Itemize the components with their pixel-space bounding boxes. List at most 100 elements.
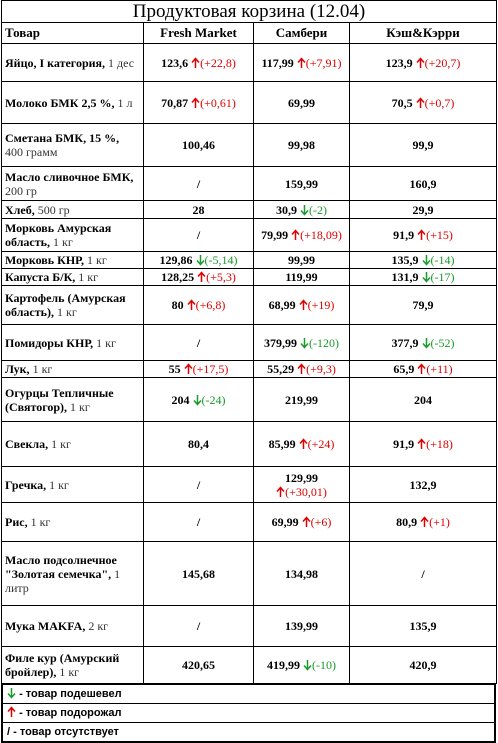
arrow-down [303, 660, 312, 671]
price: 139,99 [285, 619, 318, 633]
price: 69,99 [271, 515, 299, 529]
price: 100,46 [182, 138, 215, 152]
price-cell: 420,65 [143, 646, 254, 684]
product: Мука MAKFA, 2 кг [1, 605, 144, 647]
price: 204 [171, 392, 190, 407]
price-change: (+20,7) [416, 56, 460, 70]
price-cell: 160,9 [348, 166, 498, 201]
price: 80 [171, 298, 184, 312]
column-header: Кэш&Кэрри [348, 22, 498, 44]
product-unit: 1 л [117, 95, 133, 110]
row: Морковь КНР, 1 кг 129,86 (-5,14) 99,99 135,… [1, 251, 498, 269]
change-value: (+15) [426, 228, 453, 242]
price-cell: 139,99 [253, 605, 350, 647]
price: 68,99 [268, 298, 296, 312]
price-cell: 68,99 (+19) [253, 285, 350, 325]
price-cell: 129,86 (-5,14) [143, 251, 254, 269]
price: 80,9 [396, 515, 418, 529]
price-cell: 131,9 (-17) [348, 268, 498, 286]
arrow-up [417, 363, 426, 374]
product-name: Капуста Б/К, [5, 270, 76, 284]
price: 123,6 [161, 55, 189, 70]
price-change: (-5,14) [195, 253, 238, 267]
price-change: (+15) [417, 228, 453, 242]
product: Филе кур (Амурский бройлер), 1 кг [1, 646, 144, 684]
price: / [196, 515, 201, 529]
product-name: Лук, [5, 362, 30, 376]
change-value: (-5,14) [204, 253, 238, 267]
price: 28 [192, 202, 205, 217]
product-unit: 1 кг [78, 270, 99, 284]
legend-text: - товар подорожал [19, 707, 122, 719]
price-change: (+24) [299, 437, 334, 451]
price-cell: 85,99 (+24) [253, 421, 350, 467]
product-name: Масло подсолнечное "Золотая семечка", [5, 552, 117, 581]
product-unit: 1 кг [57, 305, 77, 319]
row: Гречка, 1 кг / 129,99 (+30,01) 132,9 [1, 466, 498, 503]
price-cell: 420,9 [348, 646, 498, 684]
price-cell: / [143, 605, 254, 647]
price: 65,9 [393, 362, 415, 376]
price-cell: 419,99 (-10) [253, 646, 350, 684]
legend-arrow [7, 706, 16, 719]
product-name: Филе кур (Амурский бройлер), [5, 651, 120, 679]
row: Морковь Амурская область, 1 кг / 79,99 (+1… [1, 218, 498, 252]
price-change: (+18) [417, 437, 453, 451]
price-cell: 204 (-24) [143, 377, 254, 422]
price-change: (+7,91) [297, 56, 342, 70]
price-cell: / [143, 218, 254, 252]
legend-item: - товар подешевел [3, 684, 494, 703]
change-value: (+0,7) [424, 95, 455, 110]
product: Гречка, 1 кг [1, 466, 144, 503]
arrow-down [300, 337, 309, 349]
price-cell: 135,9 [348, 605, 498, 647]
product-name: Хлеб, [5, 202, 35, 217]
price: 135,9 [409, 619, 437, 633]
price: 70,5 [391, 95, 413, 110]
change-value: (+18,09) [300, 228, 342, 242]
price: 419,99 [267, 658, 300, 672]
product-name: Морковь Амурская область, [5, 221, 112, 249]
price-change: (+5,3) [197, 270, 236, 284]
price-cell: 159,99 [253, 166, 350, 201]
price: 70,87 [161, 95, 189, 110]
product: Морковь КНР, 1 кг [1, 251, 144, 269]
price-cell: 70,5 (+0,7) [348, 81, 498, 124]
price: 131,9 [391, 270, 419, 284]
change-value: (-120) [309, 335, 339, 350]
price: / [196, 335, 201, 350]
arrow-up [417, 438, 426, 449]
price: 30,9 [276, 202, 297, 217]
price-cell: 80,4 [143, 421, 254, 467]
price-cell: 91,9 (+15) [348, 218, 498, 252]
price-cell: 29,9 [348, 200, 498, 219]
price: 145,68 [182, 566, 215, 581]
price: 377,9 [391, 335, 419, 350]
product: Рис, 1 кг [1, 502, 144, 542]
price: 135,9 [391, 253, 419, 267]
price: 69,99 [288, 95, 315, 110]
price-change: (+22,8) [191, 56, 236, 70]
price: 99,98 [288, 138, 315, 152]
price-change: (+0,7) [416, 95, 455, 110]
change-value: (+0,61) [200, 95, 236, 110]
price-cell: 28 [143, 200, 254, 219]
change-value: (-17) [430, 270, 455, 284]
column-header: Товар [1, 22, 144, 44]
price: 99,99 [288, 253, 315, 267]
price: 29,9 [412, 202, 434, 217]
price-cell: 123,6 (+22,8) [143, 43, 254, 82]
product: Помидоры КНР, 1 кг [1, 324, 144, 361]
price-change: (+18,09) [291, 228, 342, 242]
product-name: Сметана БМК, 15 %, [5, 131, 120, 145]
product-unit: 2 кг [88, 619, 109, 633]
product-unit: 1 кг [87, 253, 107, 267]
product-unit: 1 кг [32, 362, 53, 376]
price: 55 [168, 362, 181, 376]
price-cell: 219,99 [253, 377, 350, 422]
product-name: Морковь КНР, [5, 253, 84, 267]
arrow-down [421, 272, 431, 283]
row: Масло сливочное БМК, 200 гр / 159,99 160,9 [1, 166, 498, 201]
price: 79,9 [412, 298, 434, 312]
